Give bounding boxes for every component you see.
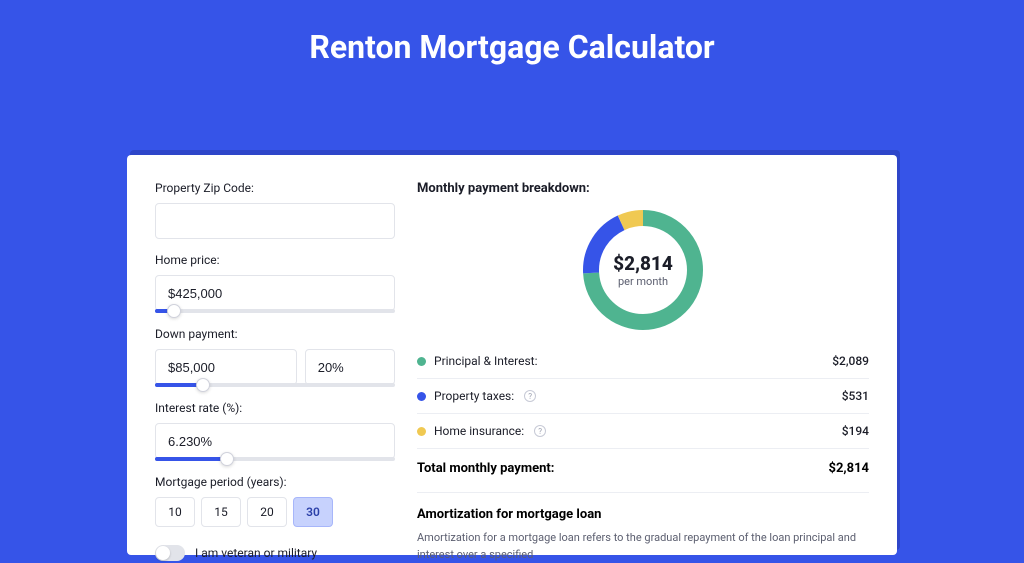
zip-label: Property Zip Code: — [155, 181, 395, 195]
help-icon[interactable]: ? — [534, 425, 546, 437]
zip-row: Property Zip Code: — [155, 181, 395, 239]
hero-header: Renton Mortgage Calculator — [0, 0, 1024, 84]
legend-left: Principal & Interest: — [417, 354, 538, 368]
legend-dot-icon — [417, 427, 426, 436]
inputs-column: Property Zip Code: Home price: Down paym… — [155, 181, 395, 555]
zip-input[interactable] — [155, 203, 395, 239]
home-price-input[interactable] — [155, 275, 395, 311]
legend-left: Home insurance:? — [417, 424, 546, 438]
interest-rate-slider-thumb[interactable] — [220, 452, 234, 466]
legend-list: Principal & Interest: $2,089 Property taxe… — [417, 344, 869, 448]
down-payment-slider-thumb[interactable] — [196, 378, 210, 392]
veteran-toggle-knob — [156, 546, 170, 560]
home-price-label: Home price: — [155, 253, 395, 267]
calculator-panel: Property Zip Code: Home price: Down paym… — [127, 155, 897, 555]
legend-value: $2,089 — [832, 354, 869, 368]
breakdown-title: Monthly payment breakdown: — [417, 181, 869, 196]
interest-rate-label: Interest rate (%): — [155, 401, 395, 415]
legend-dot-icon — [417, 357, 426, 366]
legend-left: Property taxes:? — [417, 389, 536, 403]
donut-per-month-label: per month — [618, 275, 668, 288]
veteran-toggle[interactable] — [155, 545, 185, 561]
legend-value: $194 — [842, 424, 869, 438]
mortgage-period-buttons: 10152030 — [155, 497, 395, 527]
total-row: Total monthly payment: $2,814 — [417, 448, 869, 492]
legend-row: Principal & Interest: $2,089 — [417, 344, 869, 379]
period-button-30[interactable]: 30 — [293, 497, 333, 527]
period-button-15[interactable]: 15 — [201, 497, 241, 527]
interest-rate-slider[interactable] — [155, 457, 395, 461]
donut-center: $2,814 per month — [583, 210, 703, 330]
down-payment-amount-input[interactable] — [155, 349, 297, 385]
donut-total-amount: $2,814 — [613, 252, 673, 275]
total-label: Total monthly payment: — [417, 461, 554, 476]
mortgage-period-label: Mortgage period (years): — [155, 475, 395, 489]
veteran-toggle-label: I am veteran or military — [195, 546, 317, 560]
breakdown-column: Monthly payment breakdown: $2,814 per mo… — [417, 181, 869, 555]
page-title: Renton Mortgage Calculator — [0, 28, 1024, 66]
legend-label: Home insurance: — [434, 424, 524, 438]
down-payment-label: Down payment: — [155, 327, 395, 341]
legend-row: Home insurance:? $194 — [417, 414, 869, 448]
home-price-slider[interactable] — [155, 309, 395, 313]
amortization-text: Amortization for a mortgage loan refers … — [417, 530, 869, 563]
down-payment-row: Down payment: — [155, 327, 395, 387]
help-icon[interactable]: ? — [524, 390, 536, 402]
legend-label: Principal & Interest: — [434, 354, 538, 368]
down-payment-pct-input[interactable] — [305, 349, 395, 385]
mortgage-period-row: Mortgage period (years): 10152030 — [155, 475, 395, 527]
legend-row: Property taxes:? $531 — [417, 379, 869, 414]
veteran-toggle-row: I am veteran or military — [155, 545, 395, 561]
down-payment-slider[interactable] — [155, 383, 395, 387]
donut-container: $2,814 per month — [417, 206, 869, 344]
period-button-10[interactable]: 10 — [155, 497, 195, 527]
legend-value: $531 — [842, 389, 869, 403]
amortization-title: Amortization for mortgage loan — [417, 492, 869, 522]
home-price-row: Home price: — [155, 253, 395, 313]
legend-label: Property taxes: — [434, 389, 514, 403]
legend-dot-icon — [417, 392, 426, 401]
home-price-slider-thumb[interactable] — [167, 304, 181, 318]
interest-rate-row: Interest rate (%): — [155, 401, 395, 461]
interest-rate-input[interactable] — [155, 423, 395, 459]
interest-rate-slider-fill — [155, 457, 227, 461]
total-value: $2,814 — [829, 461, 870, 476]
payment-donut-chart: $2,814 per month — [583, 210, 703, 330]
period-button-20[interactable]: 20 — [247, 497, 287, 527]
